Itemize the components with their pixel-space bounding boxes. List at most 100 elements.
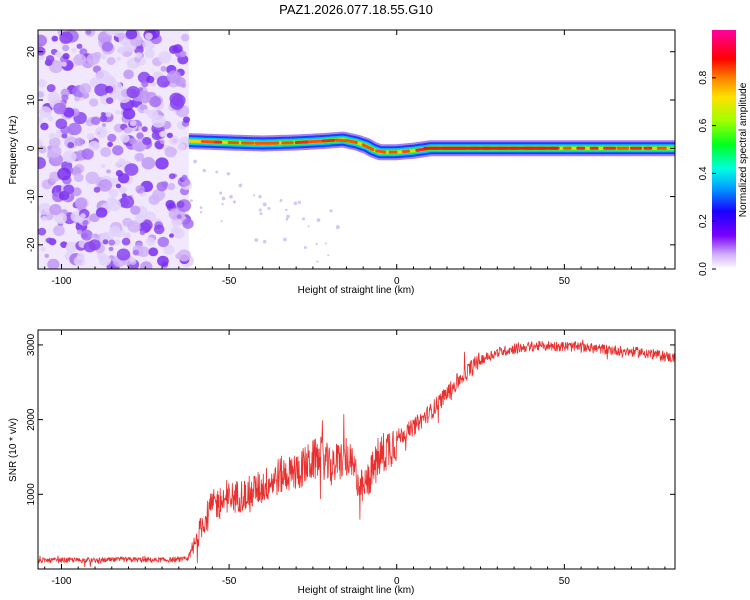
noise-blob bbox=[167, 182, 176, 191]
noise-blob bbox=[153, 224, 165, 235]
noise-blob bbox=[134, 214, 145, 224]
noise-blob bbox=[144, 49, 155, 59]
spectrogram-xlabel: Height of straight line (km) bbox=[298, 285, 415, 296]
noise-blob bbox=[95, 69, 111, 83]
noise-blob bbox=[40, 246, 46, 252]
noise-blob bbox=[160, 139, 165, 145]
noise-blob bbox=[148, 247, 159, 257]
noise-blob bbox=[145, 237, 156, 246]
noise-blob bbox=[48, 60, 64, 74]
noise-blob bbox=[121, 237, 131, 246]
noise-blob bbox=[102, 239, 109, 245]
x-tick-label: 0 bbox=[394, 276, 400, 287]
noise-blob bbox=[85, 30, 92, 35]
noise-blob bbox=[125, 30, 138, 40]
y-tick-label: 1000 bbox=[26, 483, 37, 506]
snr-xlabel: Height of straight line (km) bbox=[298, 585, 415, 596]
colorbar-label: Normalized spectral amplitude bbox=[738, 82, 749, 217]
noise-blob bbox=[38, 54, 45, 61]
colorbar-gradient bbox=[712, 30, 736, 269]
snr-frame bbox=[37, 329, 676, 570]
noise-blob bbox=[156, 181, 168, 192]
noise-blob bbox=[86, 53, 100, 66]
noise-blob bbox=[116, 248, 131, 261]
noise-blob bbox=[180, 33, 190, 42]
noise-blob bbox=[38, 46, 46, 56]
snr-ticks: -100 -50 0 50 1000 2000 3000 bbox=[26, 330, 675, 587]
noise-blob bbox=[98, 179, 112, 192]
noise-blob bbox=[155, 157, 169, 170]
noise-blob bbox=[61, 61, 67, 67]
scatter-dot bbox=[220, 220, 223, 223]
scatter-dot bbox=[252, 194, 256, 197]
noise-blob bbox=[123, 232, 131, 239]
scatter-dot bbox=[219, 191, 223, 195]
noise-blob bbox=[73, 54, 87, 66]
scatter-dot bbox=[199, 211, 203, 214]
noise-blob bbox=[107, 141, 113, 148]
scatter-dot bbox=[324, 242, 327, 245]
noise-blob bbox=[130, 205, 141, 215]
noise-blob bbox=[132, 249, 139, 256]
noise-blob bbox=[98, 254, 112, 267]
scatter-dot bbox=[262, 202, 267, 207]
track-hot-segment bbox=[361, 143, 375, 152]
noise-blob bbox=[120, 195, 135, 209]
snr-series-line bbox=[38, 339, 675, 567]
spectrogram-ylabel: Frequency (Hz) bbox=[8, 116, 19, 185]
noise-blob bbox=[168, 135, 180, 145]
noise-blob bbox=[138, 126, 143, 131]
scatter-dot bbox=[232, 200, 236, 204]
noise-blob bbox=[76, 229, 83, 235]
noise-blob bbox=[118, 186, 127, 194]
scatter-dot bbox=[329, 209, 333, 213]
noise-blob bbox=[165, 199, 176, 209]
noise-blob bbox=[141, 126, 148, 132]
noise-blob bbox=[135, 152, 145, 161]
noise-blob bbox=[171, 217, 182, 228]
figure-title: PAZ1.2026.077.18.55.G10 bbox=[279, 2, 433, 17]
noise-blob bbox=[139, 230, 146, 236]
noise-blob bbox=[46, 237, 53, 244]
noise-blob bbox=[40, 122, 49, 131]
scatter-dot bbox=[258, 208, 262, 212]
noise-blob bbox=[106, 169, 111, 174]
noise-blob bbox=[157, 51, 172, 64]
x-tick-label: 50 bbox=[559, 276, 571, 287]
noise-blob bbox=[157, 236, 170, 248]
noise-blob bbox=[133, 45, 144, 55]
noise-blob bbox=[166, 70, 182, 84]
noise-blob bbox=[112, 145, 124, 156]
noise-blob bbox=[170, 226, 181, 236]
noise-blob bbox=[144, 109, 151, 115]
scatter-dot bbox=[199, 206, 203, 209]
noise-blob bbox=[166, 132, 173, 139]
noise-blob bbox=[105, 30, 118, 36]
colorbar-tick-label: 0.0 bbox=[698, 262, 709, 276]
noise-blob bbox=[53, 102, 66, 115]
noise-blob bbox=[99, 129, 105, 135]
noise-blob bbox=[140, 219, 153, 231]
noise-blob bbox=[115, 110, 121, 115]
noise-blob bbox=[62, 44, 70, 52]
noise-blob bbox=[62, 53, 70, 60]
scatter-dot bbox=[335, 225, 340, 230]
track-hot-segment bbox=[348, 139, 358, 144]
noise-blob bbox=[114, 161, 122, 168]
snr-panel: -100 -50 0 50 1000 2000 3000 Height of straigh… bbox=[8, 329, 676, 596]
scatter-dot bbox=[221, 202, 224, 206]
noise-blob bbox=[172, 44, 183, 54]
noise-blob bbox=[105, 85, 114, 94]
colorbar-tick-label: 0.6 bbox=[698, 118, 709, 132]
noise-blob bbox=[80, 213, 86, 219]
noise-blob bbox=[71, 187, 82, 197]
noise-blob bbox=[169, 233, 174, 238]
noise-blob bbox=[99, 115, 108, 123]
noise-blob bbox=[95, 207, 108, 218]
track-hot-segment bbox=[375, 149, 387, 154]
y-tick-label: -10 bbox=[26, 189, 37, 204]
noise-blob bbox=[67, 142, 75, 149]
noise-blob bbox=[62, 150, 77, 163]
